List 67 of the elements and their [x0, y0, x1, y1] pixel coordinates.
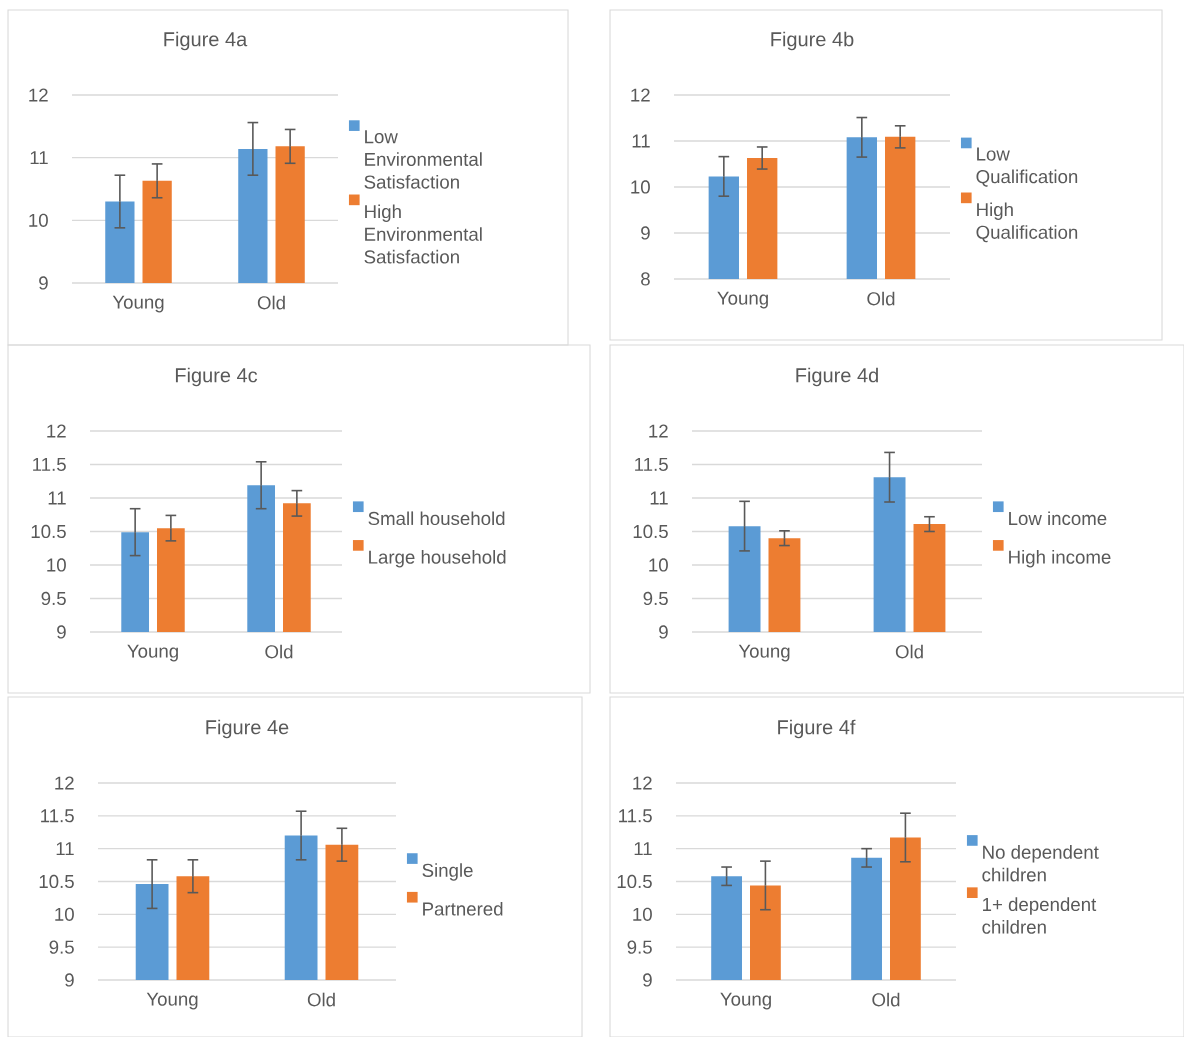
y-tick-label: 12: [55, 776, 74, 790]
legend-label: Large household: [369, 550, 506, 568]
y-tick-label: 9: [39, 276, 48, 290]
y-tick-label: 11: [56, 842, 74, 856]
y-tick-label: 9: [659, 625, 668, 639]
y-tick-label: 10: [633, 907, 652, 921]
x-tick-label: Old: [265, 644, 293, 659]
y-tick-label: 10: [55, 907, 74, 921]
x-tick-label: Old: [872, 992, 900, 1007]
y-tick-label: 10: [29, 213, 48, 227]
y-tick-label: 12: [47, 424, 66, 438]
x-tick-label: Old: [895, 644, 923, 659]
legend-label: Low Qualification: [976, 147, 1078, 187]
y-tick-label: 12: [631, 88, 650, 102]
y-tick-label: 11: [48, 491, 66, 505]
x-tick-label: Young: [146, 992, 198, 1010]
chart-title: Figure 4f: [778, 719, 856, 739]
legend-label: Single: [422, 863, 473, 881]
x-tick-label: Old: [307, 992, 335, 1007]
y-tick-label: 9.5: [643, 591, 668, 606]
y-tick-label: 9.5: [627, 940, 652, 954]
x-tick-label: Young: [720, 992, 771, 1010]
chart-title: Figure 4d: [796, 367, 878, 387]
y-tick-label: 12: [29, 88, 48, 102]
legend-label: High Qualification: [976, 202, 1078, 243]
x-tick-label: Young: [112, 295, 164, 313]
legend-label: High income: [1009, 550, 1111, 568]
legend-label: Partnered: [423, 901, 503, 916]
y-tick-label: 12: [649, 424, 668, 438]
y-tick-label: 10: [47, 558, 66, 572]
y-tick-label: 11.5: [41, 809, 74, 823]
y-tick-label: 10.5: [617, 874, 652, 889]
y-tick-label: 9.5: [41, 591, 66, 606]
y-tick-label: 11: [650, 491, 668, 505]
y-tick-label: 8: [641, 272, 650, 286]
legend-label: Low income: [1009, 511, 1107, 526]
y-tick-label: 11.5: [619, 809, 652, 823]
y-tick-label: 11.5: [635, 457, 668, 472]
y-tick-label: 9: [641, 226, 650, 240]
legend-label: No dependent children: [982, 845, 1099, 882]
legend-label: 1+ dependent children: [982, 897, 1097, 934]
legend-label: Low Environmental Satisfaction: [364, 130, 482, 189]
y-tick-label: 10: [631, 180, 650, 194]
chart-title: Figure 4c: [175, 367, 258, 387]
legend-label: High Environmental Satisfaction: [364, 204, 482, 264]
chart-title: Figure 4e: [206, 719, 289, 739]
y-tick-label: 10: [649, 558, 668, 572]
y-tick-label: 9: [57, 625, 66, 639]
chart-title: Figure 4a: [164, 31, 248, 51]
y-tick-label: 9.5: [49, 940, 74, 954]
legend-label: Small household: [368, 511, 505, 526]
y-tick-label: 9: [643, 973, 652, 987]
y-tick-label: 10.5: [31, 524, 66, 539]
y-tick-label: 11: [30, 151, 48, 165]
chart-title: Figure 4b: [771, 31, 854, 51]
y-tick-label: 10.5: [39, 874, 74, 889]
y-tick-label: 11: [632, 134, 650, 148]
x-tick-label: Young: [127, 644, 178, 662]
y-tick-label: 11: [634, 842, 652, 856]
x-tick-label: Young: [717, 291, 768, 309]
x-tick-label: Young: [738, 644, 790, 662]
y-tick-label: 10.5: [633, 524, 668, 539]
x-tick-label: Old: [257, 295, 285, 310]
x-tick-label: Old: [867, 291, 895, 306]
y-tick-label: 9: [65, 973, 74, 987]
y-tick-label: 11.5: [33, 457, 66, 472]
y-tick-label: 12: [633, 776, 652, 790]
